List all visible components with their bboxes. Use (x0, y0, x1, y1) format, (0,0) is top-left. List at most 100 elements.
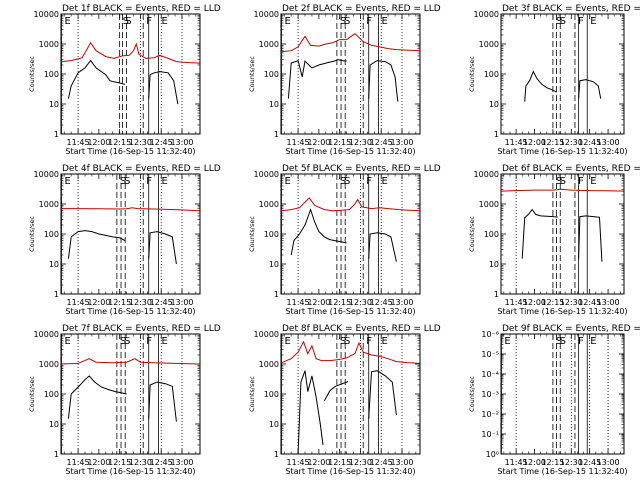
series-events-line (368, 370, 397, 419)
marker-label: E (590, 336, 596, 347)
x-tick-label: 12:15 (541, 458, 564, 467)
plot-frame (500, 173, 625, 295)
x-tick-label: 13:00 (597, 138, 620, 147)
plot-area (281, 334, 420, 454)
detector-panel-4: Det 4f BLACK = Events, RED = LLD Counts/s… (28, 164, 221, 316)
y-tick-label: 10 (49, 100, 59, 109)
marker-label: S (556, 336, 562, 347)
x-tick-label: 13:00 (597, 298, 620, 307)
series-events-line (67, 59, 126, 99)
y-tick-label: 10000 (254, 330, 279, 339)
marker-label: F (366, 336, 372, 347)
y-axis-label: Counts/sec (28, 56, 36, 92)
y-tick-label: 100 (44, 230, 59, 239)
marker-label: S (344, 336, 350, 347)
detector-panel-9: Det 9f BLACK = Events, RED = LLD Counts/s… (468, 324, 640, 476)
y-tick-label: 10⁻³ (481, 390, 499, 399)
panel-title: Det 1f BLACK = Events, RED = LLD (62, 4, 221, 14)
series-events-line (148, 231, 177, 265)
x-tick-label: 11:45 (67, 298, 90, 307)
marker-label: E (284, 176, 290, 187)
series-events-line (67, 230, 126, 259)
plot-area (61, 174, 200, 294)
x-tick-label: 12:30 (349, 138, 372, 147)
y-tick-label: 10000 (254, 170, 279, 179)
y-tick-label: 10000 (474, 10, 499, 19)
detector-panel-7: Det 7f BLACK = Events, RED = LLD Counts/s… (28, 324, 221, 476)
y-tick-label: 10 (489, 100, 499, 109)
x-tick-label: 12:30 (560, 298, 583, 307)
marker-label: E (284, 336, 290, 347)
marker-label: S (344, 176, 350, 187)
plot-area (281, 14, 420, 134)
x-axis-label: Start Time (16-Sep-15 11:32:40) (285, 467, 415, 476)
plot-frame (60, 13, 201, 135)
series-events-line (290, 208, 347, 256)
y-tick-label: 1000 (39, 200, 59, 209)
y-tick-label: 1 (54, 290, 59, 299)
marker-label: S (124, 336, 130, 347)
y-tick-label: 10⁰ (486, 450, 499, 459)
marker-label: E (381, 336, 387, 347)
x-tick-label: 12:30 (349, 458, 372, 467)
panel-title: Det 5f BLACK = Events, RED = LLD (282, 164, 441, 174)
y-tick-label: 10000 (254, 10, 279, 19)
plot-frame (60, 333, 201, 455)
x-tick-label: 12:00 (523, 138, 546, 147)
x-tick-label: 12:00 (87, 298, 110, 307)
y-axis-label: Counts/sec (468, 376, 476, 412)
panel-title: Det 3f BLACK = Events, RED = LLD (502, 4, 640, 14)
x-tick-label: 11:45 (287, 298, 310, 307)
y-tick-label: 10 (269, 260, 279, 269)
marker-label: F (578, 16, 584, 27)
x-axis-label: Start Time (16-Sep-15 11:32:40) (285, 307, 415, 316)
x-tick-label: 12:45 (578, 298, 601, 307)
x-tick-label: 11:45 (67, 138, 90, 147)
x-tick-label: 11:45 (287, 138, 310, 147)
panel-title: Det 7f BLACK = Events, RED = LLD (62, 324, 221, 334)
y-tick-label: 100 (264, 230, 279, 239)
series-events-line (368, 232, 397, 262)
y-axis-label: Counts/sec (468, 216, 476, 252)
marker-label: E (590, 176, 596, 187)
panel-title: Det 2f BLACK = Events, RED = LLD (282, 4, 441, 14)
x-tick-label: 13:00 (597, 458, 620, 467)
x-tick-label: 12:45 (150, 458, 173, 467)
y-tick-label: 10⁻² (481, 410, 499, 419)
marker-label: E (590, 16, 596, 27)
detector-panel-8: Det 8f BLACK = Events, RED = LLD Counts/s… (248, 324, 441, 476)
series-lld-line (61, 207, 200, 212)
y-tick-label: 1000 (479, 200, 499, 209)
series-lld-line (61, 41, 200, 64)
marker-label: F (578, 336, 584, 347)
series-events-line (578, 79, 602, 99)
marker-label: F (578, 176, 584, 187)
x-tick-label: 12:15 (108, 458, 131, 467)
x-tick-label: 12:00 (307, 458, 330, 467)
x-tick-label: 12:00 (523, 458, 546, 467)
x-tick-label: 12:30 (129, 458, 152, 467)
x-tick-label: 12:45 (578, 138, 601, 147)
x-tick-label: 12:45 (150, 298, 173, 307)
x-axis-label: Start Time (16-Sep-15 11:32:40) (497, 307, 627, 316)
y-tick-label: 10 (489, 260, 499, 269)
marker-label: E (381, 16, 387, 27)
plot-frame (500, 13, 625, 135)
y-tick-label: 10 (269, 100, 279, 109)
x-tick-label: 12:30 (560, 138, 583, 147)
marker-label: E (161, 16, 167, 27)
series-lld-line (501, 188, 624, 192)
plot-frame (280, 333, 421, 455)
marker-label: F (146, 336, 152, 347)
y-tick-label: 100 (484, 70, 499, 79)
x-tick-label: 12:15 (328, 298, 351, 307)
x-axis-label: Start Time (16-Sep-15 11:32:40) (65, 147, 195, 156)
marker-label: E (64, 16, 70, 27)
series-events-line (287, 59, 347, 99)
y-tick-label: 10 (49, 260, 59, 269)
marker-label: S (556, 16, 562, 27)
marker-label: S (120, 176, 126, 187)
detector-panel-6: Det 6f BLACK = Events, RED = LLD Counts/s… (468, 164, 640, 316)
x-axis-label: Start Time (16-Sep-15 11:32:40) (497, 467, 627, 476)
